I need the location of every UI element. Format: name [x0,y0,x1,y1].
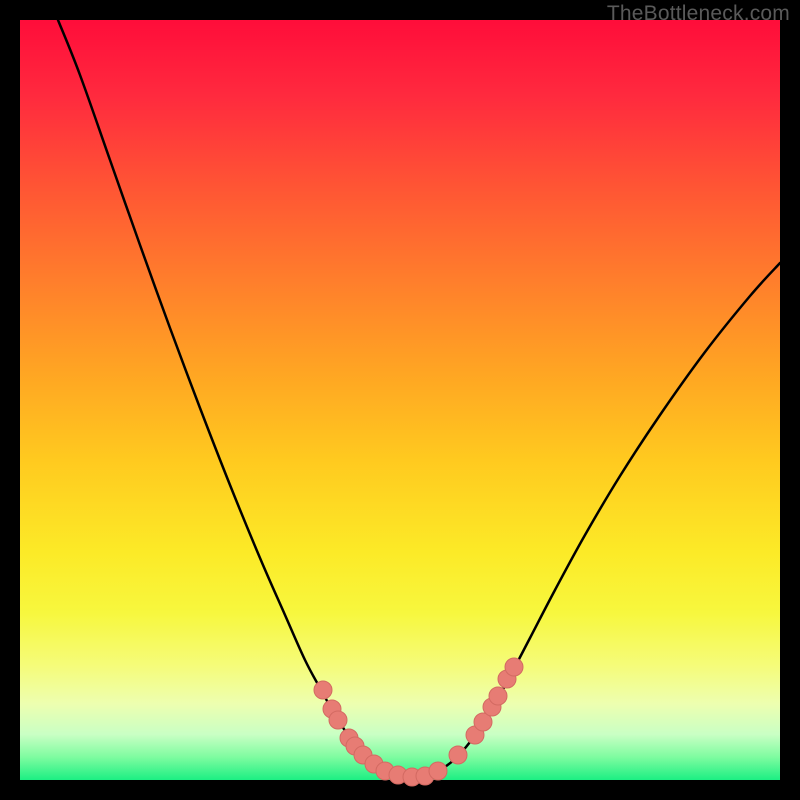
chart-frame: TheBottleneck.com [0,0,800,800]
curve-layer [20,20,780,780]
data-marker [489,687,507,705]
data-marker [429,762,447,780]
watermark-text: TheBottleneck.com [607,2,790,26]
data-marker [505,658,523,676]
data-marker [329,711,347,729]
plot-area [20,20,780,780]
marker-group [314,658,523,786]
bottleneck-curve [58,20,780,778]
data-marker [449,746,467,764]
data-marker [314,681,332,699]
